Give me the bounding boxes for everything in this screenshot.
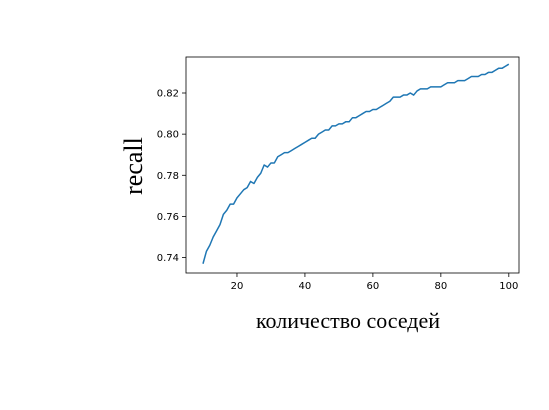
x-tick-label: 60	[367, 281, 380, 292]
y-tick-label: 0.76	[157, 212, 179, 223]
x-tick-label: 40	[299, 281, 312, 292]
plot-area	[185, 56, 520, 274]
x-axis-ticks: 20 40 60 80 100	[231, 273, 518, 292]
y-tick-label: 0.74	[157, 253, 179, 264]
series-line	[202, 63, 510, 264]
x-tick-label: 80	[434, 281, 447, 292]
y-axis-ticks: 0.74 0.76 0.78 0.80 0.82	[157, 89, 186, 264]
x-tick-label: 100	[499, 281, 518, 292]
y-axis-title: recall	[119, 137, 148, 195]
x-axis-title: количество соседей	[256, 308, 440, 333]
y-tick-label: 0.80	[157, 130, 179, 141]
y-tick-label: 0.78	[157, 171, 179, 182]
plot-frame	[185, 56, 520, 274]
x-tick-label: 20	[231, 281, 244, 292]
y-tick-label: 0.82	[157, 89, 179, 100]
